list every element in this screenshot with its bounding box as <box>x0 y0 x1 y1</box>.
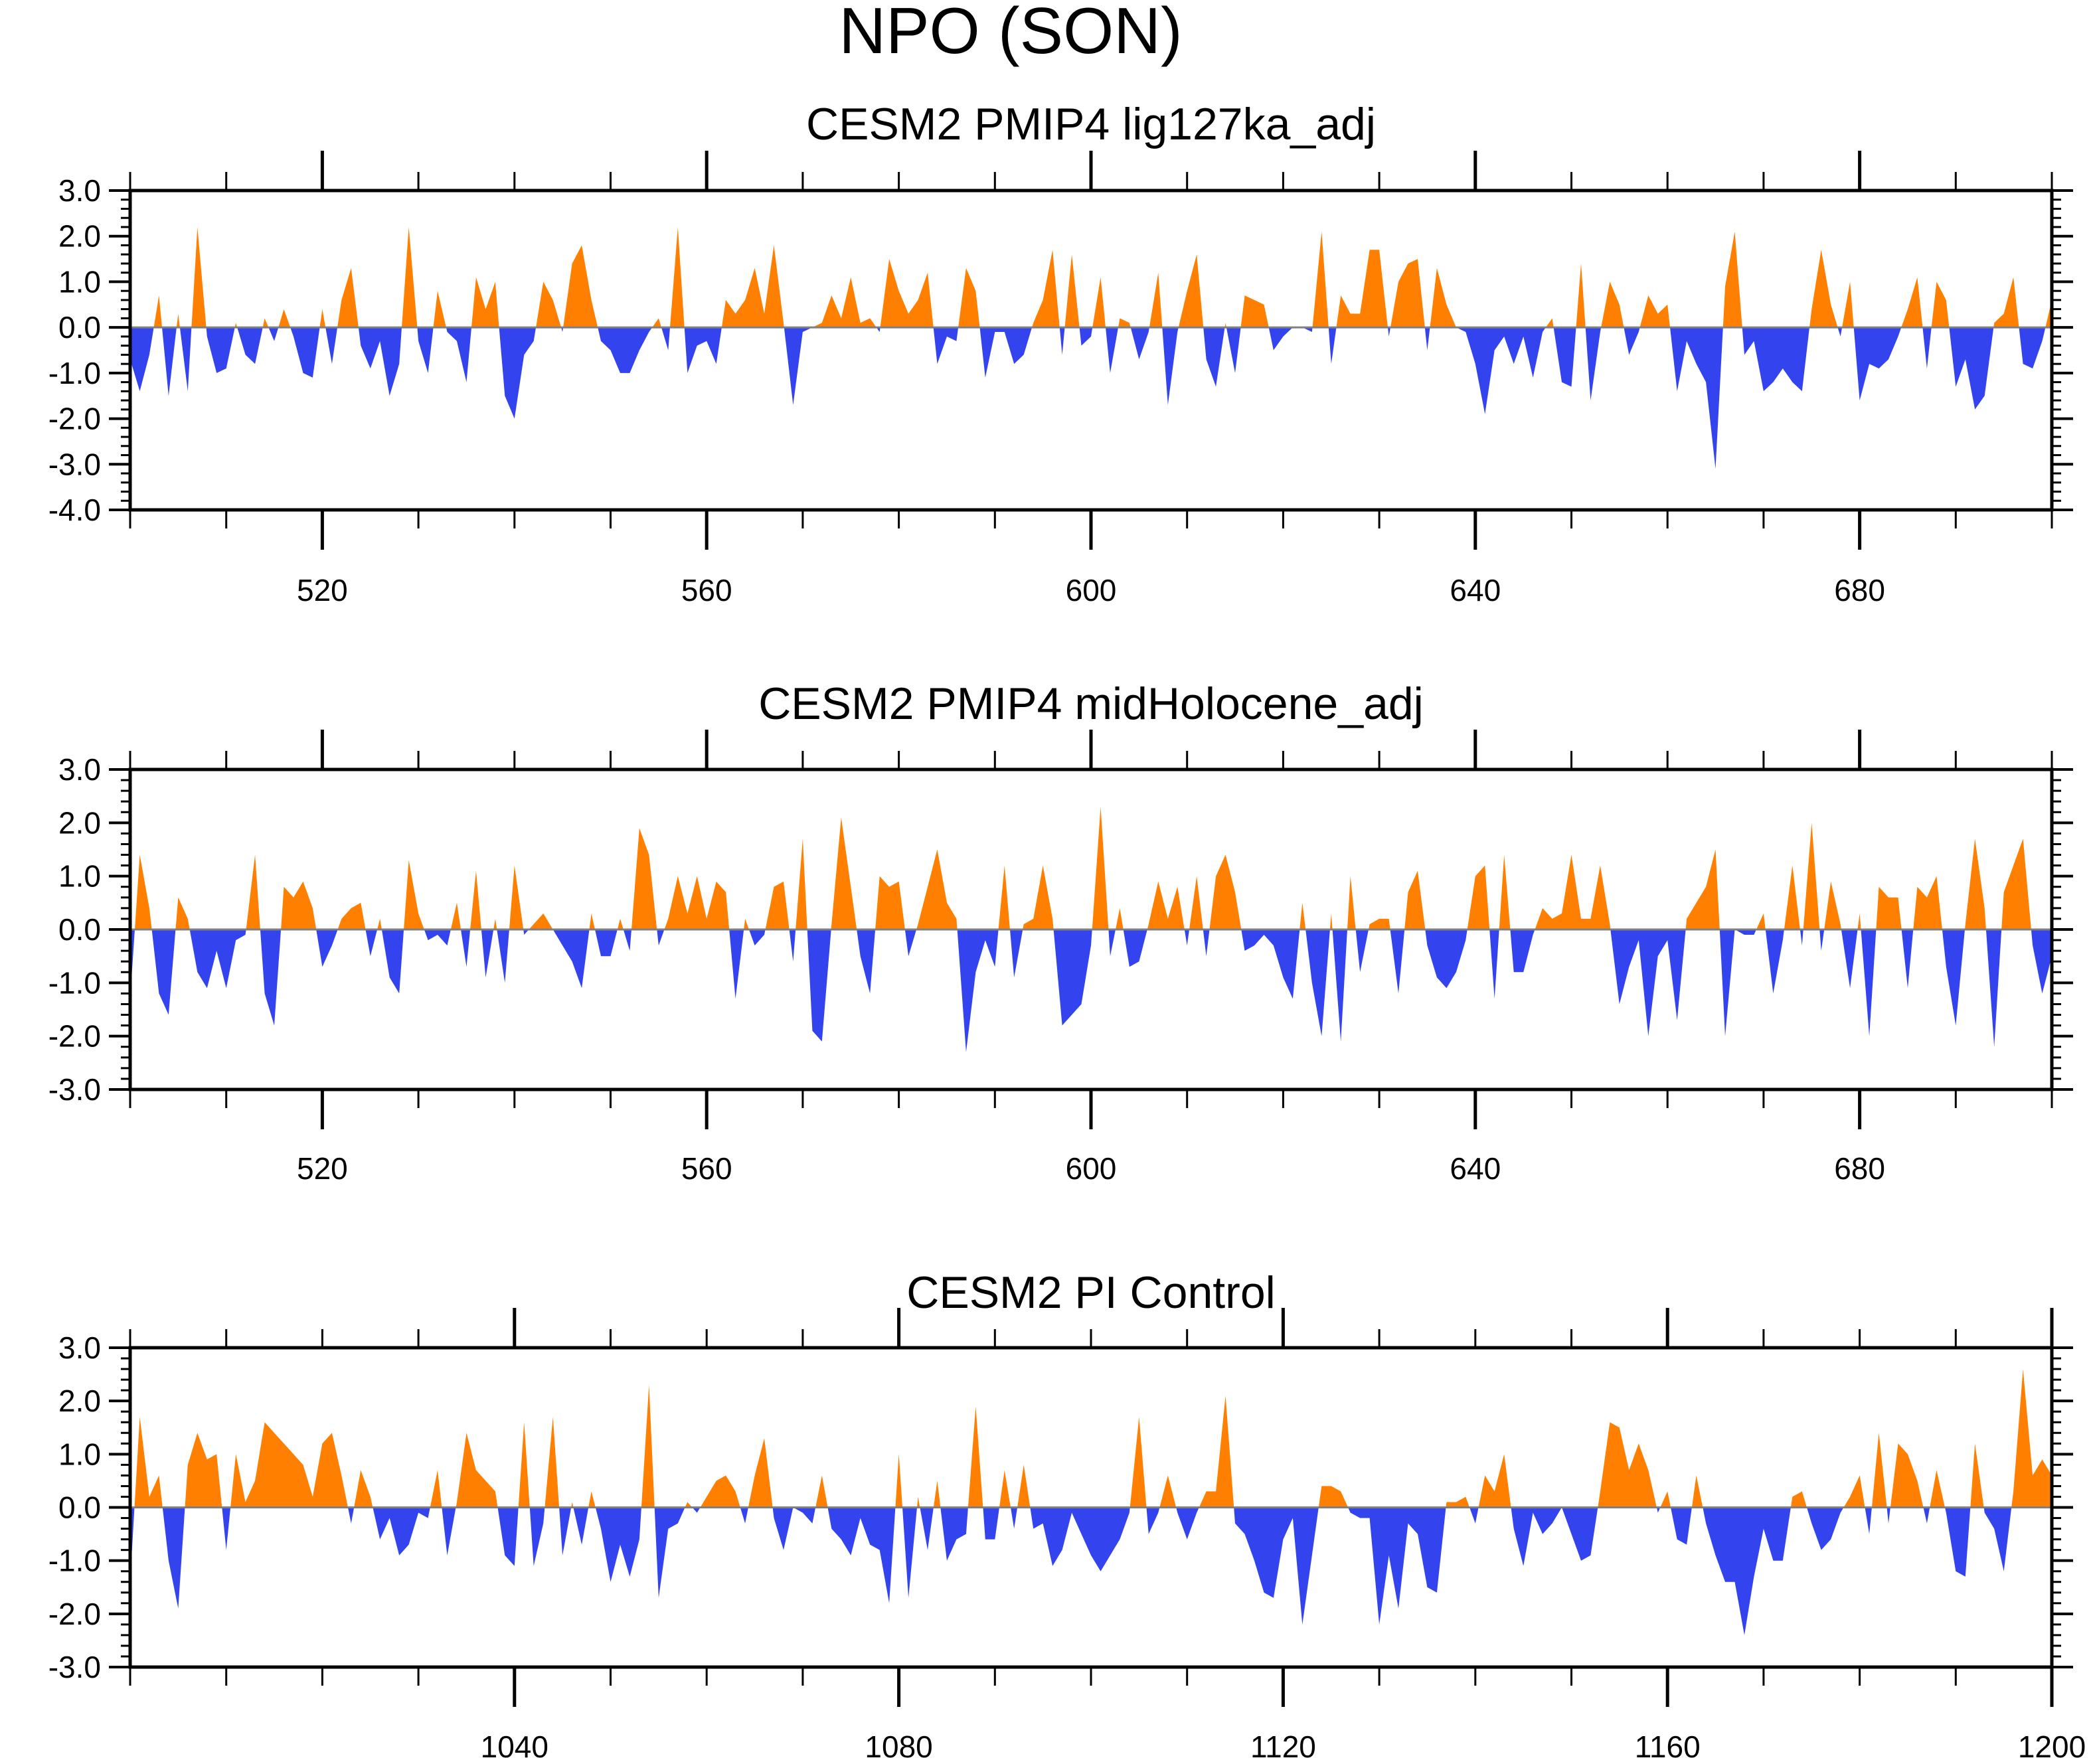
y-tick-label: -3.0 <box>48 1072 101 1107</box>
y-tick-label: -3.0 <box>48 447 101 481</box>
x-tick-label: 1080 <box>865 1729 932 1764</box>
x-tick-label: 1160 <box>1635 1729 1701 1764</box>
chart-panel-2: CESM2 PMIP4 midHolocene_adj 3.0 2.0 1.0 0.0 -… <box>48 679 2081 1186</box>
positive-area-series <box>130 227 2052 328</box>
x-tick-label: 520 <box>297 573 348 607</box>
chart-panel-3: CESM2 PI Control 3.0 2.0 1.0 0.0 -1.0 -2.0 -3.0… <box>48 1267 2086 1764</box>
positive-area-series <box>130 1369 2052 1508</box>
negative-area-series <box>130 327 2052 469</box>
x-tick-label: 680 <box>1834 573 1885 607</box>
y-tick-label: -1.0 <box>48 356 101 390</box>
panel-title: CESM2 PMIP4 midHolocene_adj <box>758 679 1424 729</box>
y-tick-label: 2.0 <box>58 805 101 840</box>
y-tick-label: 3.0 <box>58 752 101 787</box>
data-point <box>2070 870 2071 871</box>
chart-panel-1: CESM2 PMIP4 lig127ka_adj 3.0 2.0 1.0 0.0 -1.0… <box>48 99 2081 607</box>
y-tick-label: 2.0 <box>58 219 101 254</box>
x-tick-label: 1200 <box>2018 1729 2086 1764</box>
positive-area-series <box>130 807 2052 929</box>
data-point <box>2070 1544 2071 1545</box>
x-tick-label: 600 <box>1066 573 1117 607</box>
x-tick-label: 640 <box>1450 1151 1501 1186</box>
y-tick-label: 0.0 <box>58 912 101 947</box>
x-tick-label: 560 <box>681 573 732 607</box>
data-point <box>2070 295 2071 296</box>
x-tick-label: 640 <box>1450 573 1501 607</box>
y-tick-label: 3.0 <box>58 173 101 208</box>
y-tick-label: 1.0 <box>58 859 101 894</box>
y-tick-label: -3.0 <box>48 1650 101 1684</box>
y-tick-label: -1.0 <box>48 965 101 1000</box>
data-point <box>2080 359 2081 360</box>
x-tick-label: 1120 <box>1250 1729 1316 1764</box>
y-tick-label: 0.0 <box>58 1490 101 1525</box>
y-tick-label: 1.0 <box>58 264 101 299</box>
y-tick-label: 3.0 <box>58 1330 101 1365</box>
x-tick-label: 1040 <box>481 1729 548 1764</box>
y-tick-label: -2.0 <box>48 1019 101 1054</box>
y-tick-label: 2.0 <box>58 1384 101 1418</box>
negative-area-series <box>130 929 2052 1052</box>
negative-area-series <box>130 1507 2052 1635</box>
data-point <box>2080 1544 2081 1545</box>
panel-title: CESM2 PI Control <box>906 1267 1276 1318</box>
x-tick-label: 520 <box>297 1151 348 1186</box>
y-tick-label: -2.0 <box>48 402 101 436</box>
panel-title: CESM2 PMIP4 lig127ka_adj <box>806 99 1376 149</box>
x-tick-label: 680 <box>1834 1151 1885 1186</box>
y-tick-label: 0.0 <box>58 310 101 345</box>
data-point <box>2080 902 2081 903</box>
y-tick-label: -4.0 <box>48 493 101 527</box>
y-tick-label: -2.0 <box>48 1597 101 1631</box>
x-tick-label: 600 <box>1066 1151 1117 1186</box>
y-tick-label: 1.0 <box>58 1437 101 1471</box>
y-tick-label: -1.0 <box>48 1544 101 1578</box>
x-tick-label: 560 <box>681 1151 732 1186</box>
figure-title: NPO (SON) <box>839 0 1182 67</box>
